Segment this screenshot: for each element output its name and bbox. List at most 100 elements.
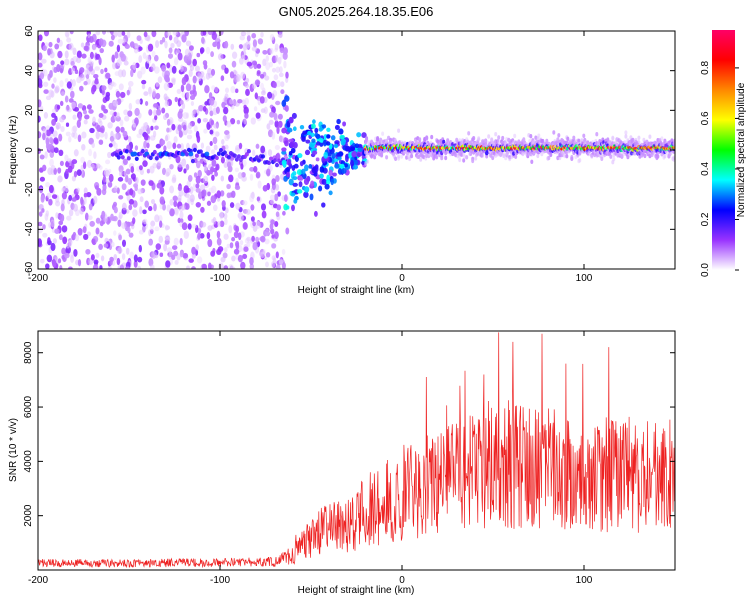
spectrogram-cell — [68, 209, 74, 217]
spectrogram-cell — [82, 226, 87, 234]
spectrogram-cell — [235, 225, 240, 233]
spectrogram-cell — [42, 232, 48, 238]
spectrogram-x-ticks: -200 -100 0 100 — [28, 31, 593, 284]
spectrogram-cell — [582, 133, 586, 138]
spectrogram-cell — [224, 218, 228, 226]
spectrogram-cell — [176, 88, 182, 95]
spectrogram-cell — [138, 46, 143, 51]
spectrogram-y-tick-label: 40 — [24, 65, 35, 77]
spectrogram-cell — [81, 53, 87, 59]
spectrogram-cell — [121, 253, 126, 260]
spectrogram-cell — [39, 187, 44, 194]
spectrogram-cell — [290, 147, 296, 154]
spectrogram-cell — [256, 158, 261, 163]
spectrogram-cell — [125, 247, 130, 255]
spectrogram-cell — [92, 116, 96, 125]
spectrogram-cell — [74, 234, 80, 242]
spectrogram-cell — [104, 169, 110, 177]
spectrogram-cell — [151, 50, 156, 58]
spectrogram-cell — [116, 247, 123, 254]
spectrogram-cell — [304, 164, 309, 172]
spectrogram-cell — [340, 138, 346, 146]
spectrogram-cell — [178, 189, 184, 197]
spectrogram-cell — [275, 211, 280, 218]
spectrogram-cell — [72, 125, 78, 133]
spectrogram-cell — [132, 122, 137, 128]
spectrogram-cell — [237, 172, 243, 179]
spectrogram-cell — [76, 187, 80, 193]
spectrogram-cell — [341, 168, 347, 174]
spectrogram-cell — [166, 127, 170, 133]
spectrogram-cell — [207, 191, 211, 197]
spectrogram-cell — [275, 264, 281, 269]
spectrogram-cell — [142, 160, 148, 167]
spectrogram-cell — [322, 139, 327, 147]
spectrogram-cell — [179, 210, 184, 220]
spectrogram-cell — [128, 204, 133, 211]
spectrogram-cell — [541, 138, 545, 144]
spectrogram-cell — [376, 137, 380, 142]
spectrogram-cell — [93, 259, 99, 265]
spectrogram-cell — [94, 66, 100, 71]
spectrogram-cell — [91, 86, 95, 95]
spectrogram-cell — [231, 236, 236, 242]
spectrogram-cell — [112, 62, 117, 70]
spectrogram-cell — [471, 158, 475, 164]
spectrogram-cell — [202, 31, 207, 36]
spectrogram-cell — [283, 60, 287, 69]
spectrogram-cell — [197, 232, 201, 240]
spectrogram-cell — [269, 223, 274, 230]
spectrogram-cell — [182, 252, 189, 259]
spectrogram-cell — [276, 152, 281, 161]
spectrogram-cell — [102, 31, 106, 35]
spectrogram-cell — [265, 252, 271, 258]
spectrogram-cell — [62, 186, 66, 191]
snr-frame — [37, 330, 676, 571]
spectrogram-cell — [54, 86, 60, 94]
colorbar-tick-label: 0.2 — [700, 212, 711, 226]
spectrogram-x-axis-label: Height of straight line (km) — [298, 285, 415, 296]
spectrogram-cell — [128, 80, 134, 87]
spectrogram-cell — [171, 123, 176, 131]
spectrogram-cell — [197, 227, 202, 234]
spectrogram-cell — [115, 126, 121, 133]
spectrogram-cell — [121, 239, 127, 248]
spectrogram-cell — [334, 157, 339, 163]
spectrogram-cell — [86, 191, 92, 198]
spectrogram-cell — [104, 131, 108, 140]
snr-x-tick-label: -100 — [210, 575, 230, 586]
spectrogram-cell — [284, 194, 288, 202]
spectrogram-cell — [196, 134, 201, 144]
spectrogram-cell — [223, 162, 228, 168]
spectrogram-cell — [164, 74, 170, 83]
spectrogram-cell — [155, 82, 159, 87]
spectrogram-cell — [118, 151, 123, 156]
spectrogram-cell — [350, 159, 354, 167]
spectrogram-cell — [275, 251, 279, 259]
spectrogram-cell — [126, 31, 131, 39]
spectrogram-cell — [144, 101, 149, 106]
spectrogram-cell — [210, 149, 216, 155]
spectrogram-cell — [127, 135, 132, 143]
spectrogram-cell — [71, 197, 77, 202]
spectrogram-cell — [205, 46, 211, 55]
spectrogram-cell — [245, 41, 251, 49]
spectrogram-cell — [209, 140, 213, 147]
spectrogram-cell — [215, 163, 220, 171]
spectrogram-cell — [308, 164, 313, 169]
spectrogram-cell — [290, 192, 296, 197]
spectrogram-cell — [173, 57, 179, 66]
spectrogram-cell — [186, 265, 190, 269]
spectrogram-cell — [312, 119, 316, 124]
spectrogram-cell — [237, 232, 242, 241]
spectrogram-cell — [56, 37, 61, 44]
spectrogram-cell — [278, 258, 283, 266]
spectrogram-cell — [148, 88, 152, 97]
spectrogram-cell — [292, 182, 298, 187]
spectrogram-cell — [132, 209, 138, 217]
spectrogram-cell — [271, 243, 277, 249]
spectrogram-cell — [120, 155, 125, 160]
spectrogram-cell — [133, 254, 138, 263]
spectrogram-cell — [187, 223, 192, 230]
spectrogram-cell — [196, 52, 201, 58]
